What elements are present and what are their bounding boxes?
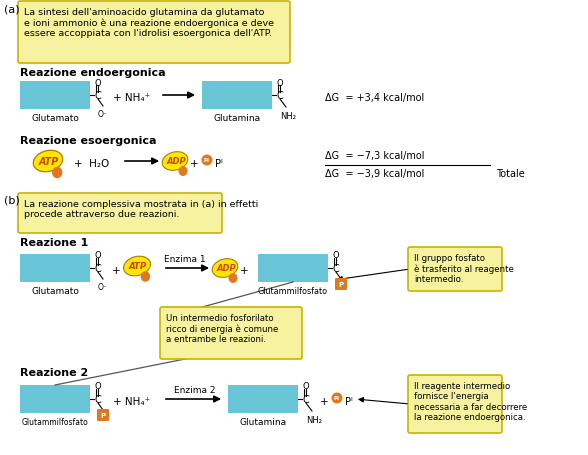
Ellipse shape [229, 273, 238, 283]
Bar [20, 82, 90, 110]
Text: +: + [240, 265, 249, 275]
Text: O: O [95, 251, 101, 260]
Text: C: C [95, 263, 101, 273]
Ellipse shape [141, 272, 150, 282]
Text: Reazione 2: Reazione 2 [20, 367, 88, 377]
Text: Glutamato: Glutamato [31, 286, 79, 295]
Ellipse shape [212, 259, 238, 278]
Text: (b): (b) [4, 196, 20, 206]
Text: Glutammilfosfato: Glutammilfosfato [258, 286, 328, 295]
Text: C: C [276, 91, 283, 101]
Bar [20, 254, 90, 283]
Text: O: O [333, 251, 339, 260]
Text: Reazione 1: Reazione 1 [20, 238, 88, 248]
Text: O: O [95, 382, 101, 391]
FancyBboxPatch shape [160, 307, 302, 359]
FancyBboxPatch shape [408, 375, 502, 433]
Bar [202, 82, 272, 110]
FancyBboxPatch shape [18, 2, 290, 64]
Text: ΔG  = −3,9 kcal/mol: ΔG = −3,9 kcal/mol [325, 169, 425, 179]
Text: + NH₄⁺: + NH₄⁺ [113, 396, 150, 406]
Ellipse shape [179, 167, 188, 177]
Bar [258, 254, 328, 283]
Text: Il reagente intermedio
fornisce l'energia
necessaria a far decorrere
la reazione: Il reagente intermedio fornisce l'energi… [414, 381, 527, 421]
Text: Enzima 2: Enzima 2 [174, 385, 216, 394]
Text: O: O [277, 78, 283, 87]
FancyBboxPatch shape [408, 248, 502, 291]
Text: C: C [95, 394, 101, 404]
Circle shape [332, 393, 342, 404]
FancyBboxPatch shape [18, 193, 222, 233]
Text: Un intermedio fosforilato
ricco di energia è comune
a entrambe le reazioni.: Un intermedio fosforilato ricco di energ… [166, 313, 278, 344]
Text: O⁻: O⁻ [98, 110, 108, 119]
Text: Reazione endoergonica: Reazione endoergonica [20, 68, 166, 78]
Text: Glutamato: Glutamato [31, 114, 79, 123]
Text: ATP: ATP [39, 157, 59, 167]
Ellipse shape [123, 257, 151, 276]
Text: NH₂: NH₂ [280, 112, 296, 121]
Text: ΔG  = −7,3 kcal/mol: ΔG = −7,3 kcal/mol [325, 151, 425, 161]
Text: Il gruppo fosfato
è trasferito al reagente
intermedio.: Il gruppo fosfato è trasferito al reagen… [414, 253, 514, 284]
Text: (a): (a) [4, 5, 19, 15]
Text: La sintesi dell'aminoacido glutamina da glutamato
e ioni ammonio è una reazione : La sintesi dell'aminoacido glutamina da … [24, 8, 274, 38]
Text: C: C [303, 394, 309, 404]
FancyBboxPatch shape [335, 278, 347, 290]
Text: O: O [303, 382, 309, 391]
Text: Pi: Pi [204, 158, 210, 163]
Bar [228, 385, 298, 413]
Text: P: P [339, 281, 343, 288]
Text: C: C [95, 91, 101, 101]
Ellipse shape [52, 167, 62, 179]
Text: La reazione complessiva mostrata in (a) in effetti
procede attraverso due reazio: La reazione complessiva mostrata in (a) … [24, 200, 258, 219]
Text: ATP: ATP [129, 262, 147, 271]
Text: Glutammilfosfato: Glutammilfosfato [22, 417, 88, 426]
Text: Pᴵ: Pᴵ [215, 159, 223, 169]
Text: +  H₂O: + H₂O [74, 159, 109, 169]
Text: Glutamina: Glutamina [239, 417, 286, 426]
Text: P: P [101, 412, 106, 418]
Circle shape [202, 155, 212, 166]
Text: C: C [333, 263, 339, 273]
Text: Totale: Totale [496, 169, 524, 179]
Text: ΔG  = +3,4 kcal/mol: ΔG = +3,4 kcal/mol [325, 93, 425, 103]
FancyBboxPatch shape [97, 409, 109, 421]
Text: Pi: Pi [334, 396, 340, 400]
Ellipse shape [34, 151, 63, 172]
Bar [20, 385, 90, 413]
Text: +: + [320, 396, 329, 406]
Text: +: + [190, 159, 199, 169]
Text: Pᴵ: Pᴵ [345, 396, 353, 406]
Text: O: O [95, 78, 101, 87]
Ellipse shape [162, 152, 188, 171]
Text: NH₂: NH₂ [306, 415, 322, 424]
Text: +: + [112, 265, 121, 275]
Text: Enzima 1: Enzima 1 [164, 254, 206, 263]
Text: ADP: ADP [166, 157, 186, 166]
Text: ADP: ADP [216, 264, 236, 273]
Text: Reazione esoergonica: Reazione esoergonica [20, 136, 156, 146]
Text: + NH₄⁺: + NH₄⁺ [113, 93, 150, 103]
Text: Glutamina: Glutamina [213, 114, 260, 123]
Text: O⁻: O⁻ [98, 283, 108, 291]
